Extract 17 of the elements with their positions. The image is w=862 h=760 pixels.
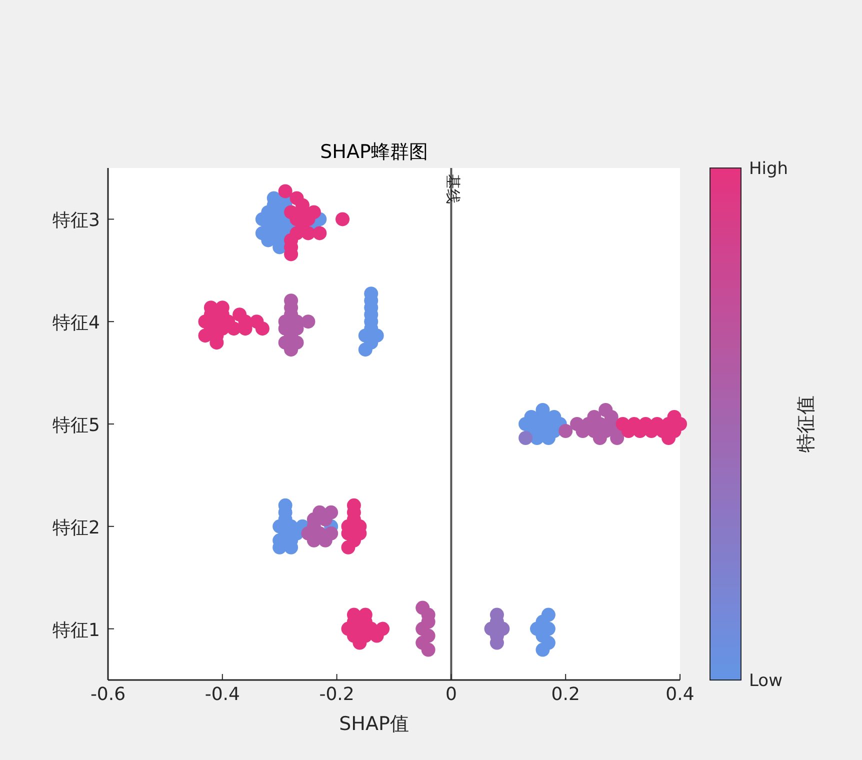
y-tick-label: 特征3 xyxy=(52,210,100,232)
x-tick-label: -0.2 xyxy=(319,684,354,705)
x-tick-label: 0.4 xyxy=(666,684,694,705)
x-tick-label: 0.2 xyxy=(551,684,580,705)
chart-title: SHAP蜂群图 xyxy=(320,141,428,163)
y-tick-label: 特征1 xyxy=(52,620,100,641)
x-axis-title: SHAP值 xyxy=(339,713,409,735)
ref-line-label: 基线 xyxy=(444,174,462,204)
y-tick-label: 特征5 xyxy=(52,415,100,436)
y-tick-label: 特征2 xyxy=(52,517,100,538)
x-tick-label: -0.4 xyxy=(204,684,240,705)
color-bar-label: High xyxy=(749,159,788,179)
y-tick-label: 特征4 xyxy=(52,312,100,334)
x-tick-label: -0.6 xyxy=(90,684,126,705)
color-bar-label: Low xyxy=(749,671,783,691)
x-tick-label: 0 xyxy=(445,684,457,705)
color-bar-title: 特征值 xyxy=(795,396,817,452)
